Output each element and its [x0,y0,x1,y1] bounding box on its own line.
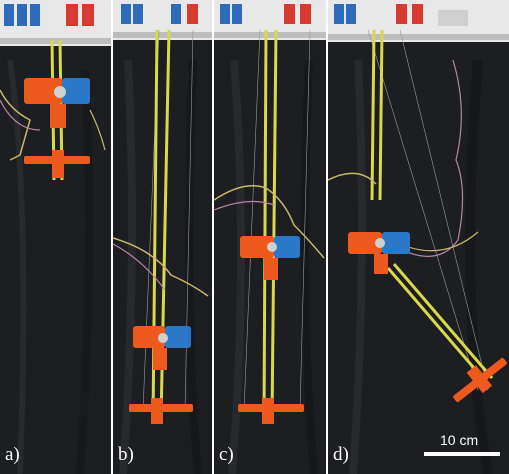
panel-a-photo [0,0,111,474]
panel-b: b) [113,0,212,474]
panel-c: c) [214,0,326,474]
panel-b-photo [113,0,212,474]
panel-d-photo [328,0,509,474]
scale-bar [424,452,500,456]
actuator-red [66,4,78,26]
panel-d: d) [328,0,509,474]
body-orange [24,78,62,104]
panel-c-photo [214,0,326,474]
panel-label-d: d) [333,444,349,465]
panel-label-c: c) [219,444,234,465]
panel-label-b: b) [118,444,134,465]
panel-a: a) [0,0,111,474]
scale-bar-label: 10 cm [440,432,479,448]
module-blue [62,78,90,104]
panel-label-a: a) [5,444,20,465]
actuator-blue [4,4,14,26]
